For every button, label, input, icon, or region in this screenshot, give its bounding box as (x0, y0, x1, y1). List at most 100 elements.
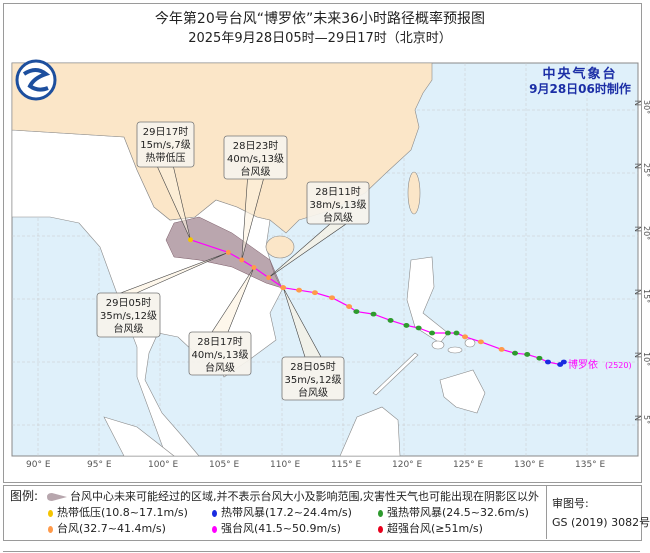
forecast-point (188, 237, 193, 243)
past-track-point (329, 295, 336, 301)
past-track-point (560, 359, 567, 365)
callout-box (306, 181, 370, 225)
callout-time: 28日11时 (315, 186, 360, 198)
callout-wind: 38m/s,13级 (310, 199, 367, 211)
callout-time: 28日05时 (290, 361, 335, 373)
latitude-label: 5° N (633, 415, 650, 425)
past-track-point (370, 311, 377, 317)
longitude-label: 90° E (26, 460, 51, 470)
forecast-track-line (190, 239, 284, 289)
longitude-label: 100° E (148, 460, 179, 470)
forecast-point (239, 257, 245, 263)
taiwan-island (407, 171, 421, 215)
legend-box (3, 485, 642, 541)
legend-item-label: 台风(32.7~41.4m/s) (57, 522, 166, 535)
agency-name: 中央气象台 (542, 67, 618, 82)
past-track-point (536, 355, 543, 361)
callout-wind: 15m/s,7级 (140, 139, 191, 151)
typhoon-track (188, 237, 567, 367)
past-track-point (311, 290, 318, 296)
legend-divider (546, 485, 547, 539)
callout-time: 29日05时 (106, 297, 151, 309)
callout-level: 台风级 (323, 211, 353, 224)
approval-label: 审图号: (552, 497, 589, 510)
forecast-point (280, 285, 286, 291)
bottom-rule (3, 551, 640, 552)
intensity-dot-icon (212, 525, 217, 533)
past-track-point (403, 323, 410, 328)
legend-item-sts: 强热带风暴(24.5~32.6m/s) (378, 506, 529, 519)
forecast-point (225, 249, 231, 255)
legend-item-ts: 热带风暴(17.2~24.4m/s) (212, 506, 352, 519)
callout-box (223, 135, 288, 180)
past-track-point (387, 318, 394, 323)
longitude-label: 120° E (392, 460, 423, 470)
callout-level: 台风级 (241, 165, 271, 178)
forecast-callouts: 28日05时35m/s,12级台风级28日11时38m/s,13级台风级28日1… (96, 121, 370, 401)
legend-item-superty: 超强台风(≥51m/s) (378, 522, 483, 535)
intensity-dot-icon (212, 509, 217, 517)
callout-level: 热带低压 (146, 151, 186, 164)
longitude-label: 125° E (453, 460, 484, 470)
callout-level: 台风级 (205, 361, 235, 374)
callout-level: 台风级 (298, 386, 328, 399)
outer-frame (3, 3, 642, 483)
callout-time: 29日17时 (143, 126, 188, 138)
past-track-point (498, 347, 505, 352)
latitude-label: 30° N (633, 100, 650, 115)
callout-wind: 35m/s,12级 (100, 310, 157, 322)
past-track-line (283, 287, 565, 366)
latitude-label: 25° N (633, 163, 650, 178)
intensity-dot-icon (378, 525, 383, 533)
legend-item-typhoon: 台风(32.7~41.4m/s) (48, 522, 166, 535)
longitude-label: 105° E (209, 460, 240, 470)
past-track-point (444, 330, 451, 336)
latitude-label: 10° N (633, 352, 650, 367)
callout-wind: 40m/s,13级 (227, 153, 284, 165)
past-track-point (453, 330, 460, 336)
past-track-point (353, 309, 360, 314)
longitude-label: 115° E (331, 460, 362, 470)
longitude-label: 95° E (87, 460, 112, 470)
past-track-point (415, 325, 422, 331)
past-track-point (512, 350, 519, 356)
issue-time: 9月28日06时制作 (529, 82, 631, 96)
intensity-dot-icon (378, 509, 383, 517)
past-track-point (524, 352, 531, 357)
past-track-point (477, 339, 484, 345)
cone-legend-icon (47, 493, 67, 501)
past-track-point (346, 304, 353, 309)
legend-item-sty: 强台风(41.5~50.9m/s) (212, 522, 341, 535)
past-track-point (429, 330, 436, 336)
longitude-label: 135° E (575, 460, 606, 470)
latitude-label: 20° N (633, 226, 650, 241)
map: 28日05时35m/s,12级台风级28日11时38m/s,13级台风级28日1… (11, 59, 639, 457)
callout-box (281, 356, 345, 401)
callout-box (188, 331, 252, 376)
callout-box (136, 121, 195, 168)
callout-time: 28日17时 (197, 336, 242, 348)
typhoon-name: 博罗依 (568, 358, 598, 371)
cone-legend-text: 台风中心未来可能经过的区域,并不表示台风大小及影响范围,灾害性天气也可能出现在阴… (70, 490, 539, 503)
callout-wind: 35m/s,12级 (285, 374, 342, 386)
legend-item-td: 热带低压(10.8~17.1m/s) (48, 506, 188, 519)
forecast-point (266, 275, 272, 281)
chart-title: 今年第20号台风“博罗依”未来36小时路径概率预报图 (154, 11, 486, 27)
callout-level: 台风级 (114, 322, 144, 335)
intensity-dot-icon (48, 509, 53, 517)
callout-box (96, 292, 161, 338)
cma-logo (15, 59, 57, 101)
past-track-point (462, 334, 468, 340)
past-track-point (544, 359, 551, 365)
legend-item-label: 强热带风暴(24.5~32.6m/s) (387, 506, 529, 519)
longitude-label: 110° E (270, 460, 301, 470)
legend-item-label: 热带低压(10.8~17.1m/s) (57, 506, 188, 519)
forecast-point (251, 265, 257, 270)
legend-item-label: 热带风暴(17.2~24.4m/s) (221, 506, 352, 519)
legend-heading: 图例: (10, 489, 39, 503)
intensity-dot-icon (48, 525, 53, 533)
callout-time: 28日23时 (233, 140, 278, 152)
past-track-point (296, 287, 303, 293)
hainan-island (265, 235, 295, 259)
